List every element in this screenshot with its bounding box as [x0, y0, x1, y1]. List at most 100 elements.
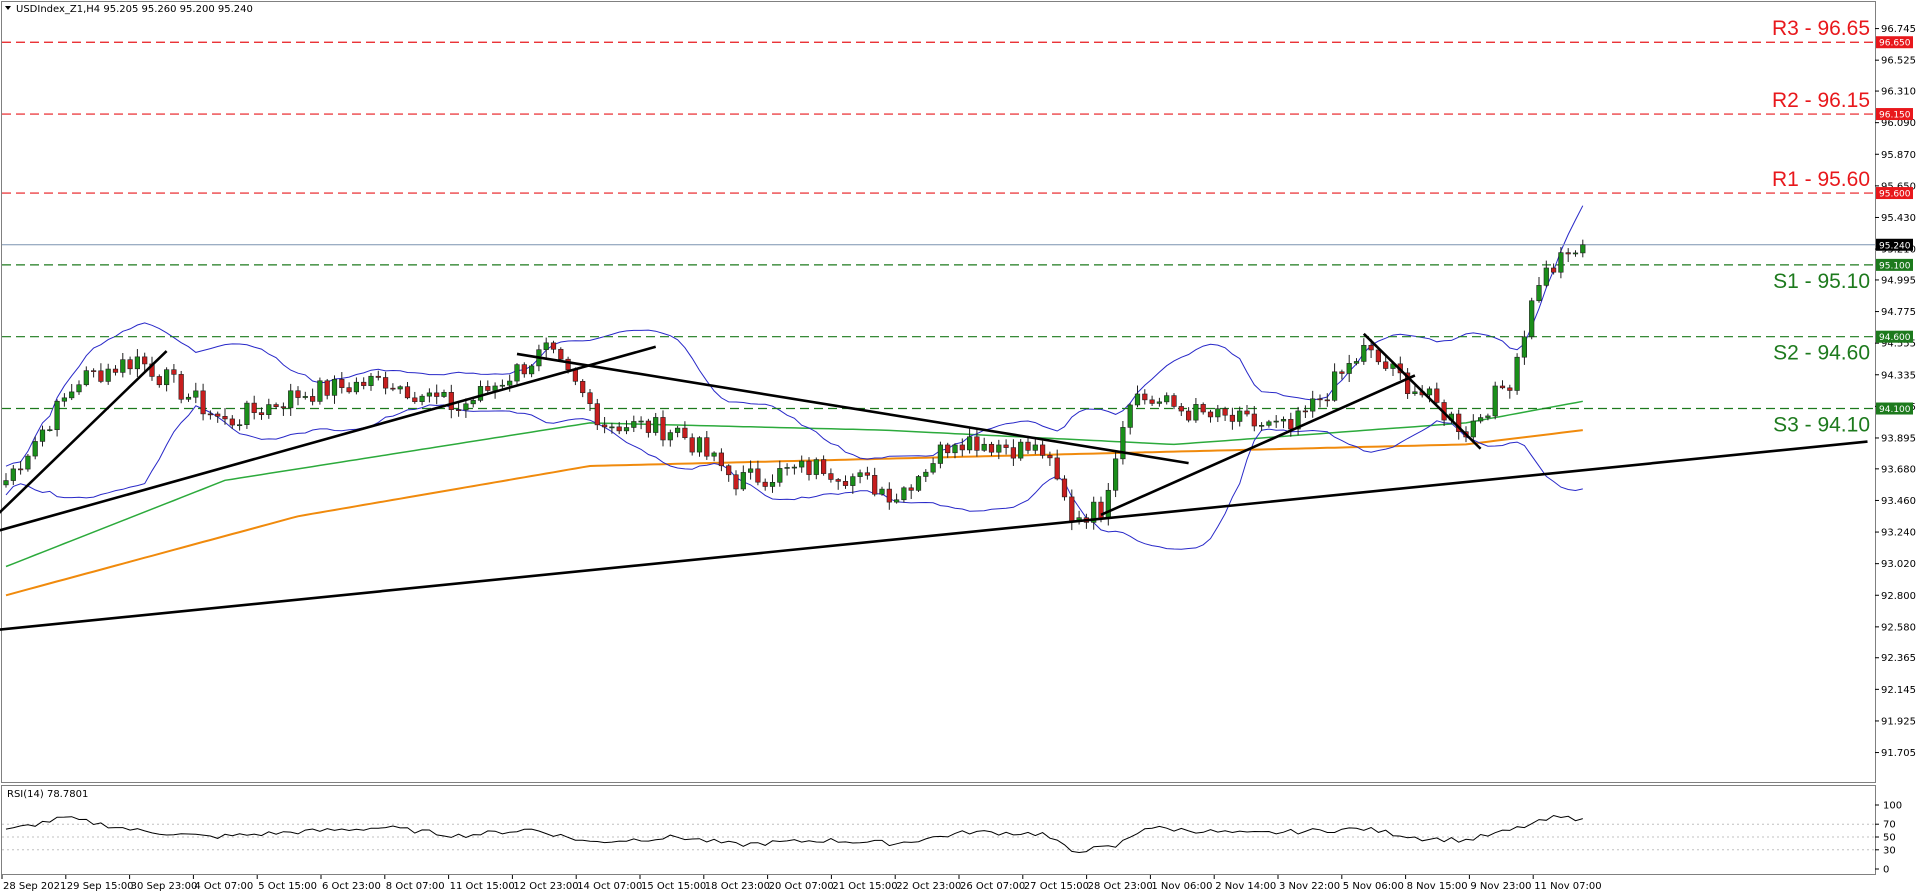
- candle-body: [638, 420, 644, 423]
- candle-body: [550, 342, 557, 350]
- candle-body: [1149, 399, 1155, 404]
- candle: [251, 395, 257, 420]
- candle: [616, 422, 622, 435]
- candle: [1134, 385, 1141, 408]
- trendline: [1362, 332, 1482, 450]
- candle: [1310, 390, 1316, 418]
- candle: [1003, 439, 1009, 455]
- candle: [667, 429, 673, 447]
- candle: [1040, 440, 1046, 459]
- candle: [419, 394, 425, 406]
- price-tick-label: 95.430: [1881, 213, 1916, 224]
- candle: [1171, 393, 1177, 410]
- candle: [105, 363, 111, 385]
- price-box-label: 95.100: [1879, 261, 1911, 271]
- candle-body: [908, 487, 914, 491]
- time-tick-label: 12 Oct 23:00: [513, 881, 578, 892]
- candle: [747, 460, 754, 480]
- candle-body: [631, 421, 637, 428]
- price-box: [1876, 36, 1913, 49]
- candle-body: [258, 412, 265, 415]
- candle: [1025, 435, 1031, 454]
- candle: [1324, 393, 1330, 407]
- bollinger-lower-band: [5, 404, 1583, 550]
- candle: [893, 493, 900, 504]
- candle-body: [769, 481, 776, 487]
- candle-body: [1470, 420, 1476, 438]
- candle: [455, 402, 462, 417]
- candles: [3, 239, 1586, 531]
- candle: [164, 367, 170, 392]
- candle-body: [813, 459, 819, 475]
- candle-body: [1178, 406, 1184, 412]
- candle-body: [1156, 401, 1162, 404]
- candle: [645, 418, 651, 438]
- candle: [813, 457, 819, 480]
- candle-body: [1317, 398, 1323, 401]
- price-tick-label: 95.870: [1881, 150, 1916, 161]
- candle: [1149, 395, 1155, 406]
- collapse-triangle-icon[interactable]: [5, 6, 11, 10]
- rsi-tick-label: 0: [1883, 865, 1889, 876]
- candle-body: [105, 368, 111, 382]
- candle: [1178, 403, 1184, 416]
- price-box-label: 95.240: [1879, 241, 1911, 251]
- candle-body: [1507, 387, 1513, 391]
- candle-body: [653, 417, 659, 433]
- candle-body: [915, 476, 922, 491]
- candle-body: [485, 386, 491, 391]
- candle-body: [864, 472, 870, 476]
- candle: [777, 460, 783, 487]
- candle: [689, 433, 695, 456]
- candle-body: [127, 359, 133, 370]
- candle-body: [331, 379, 338, 396]
- candle: [1120, 421, 1126, 465]
- candle: [83, 366, 89, 387]
- time-tick-label: 30 Sep 23:00: [131, 881, 198, 892]
- candle: [696, 436, 703, 457]
- candle-body: [112, 368, 119, 373]
- candle: [339, 372, 345, 394]
- candle-body: [3, 480, 9, 486]
- candle: [806, 457, 812, 481]
- candle-body: [1375, 349, 1381, 363]
- candle-body: [777, 468, 783, 483]
- candle: [193, 382, 199, 404]
- candle: [981, 437, 987, 452]
- candle-body: [820, 459, 827, 474]
- candle: [711, 451, 717, 462]
- price-box-label: 96.150: [1879, 111, 1911, 121]
- candle: [609, 422, 615, 434]
- candle-body: [616, 426, 622, 432]
- candle-body: [1142, 393, 1148, 401]
- candle: [134, 349, 141, 378]
- candle-body: [718, 452, 724, 467]
- candle-body: [543, 342, 549, 351]
- price-tick-label: 93.680: [1881, 464, 1916, 475]
- candle: [1470, 414, 1476, 441]
- price-tick-label: 94.775: [1881, 307, 1916, 318]
- candle-body: [1273, 420, 1279, 423]
- candle-body: [346, 387, 352, 393]
- candle: [769, 474, 776, 493]
- candle-body: [1558, 252, 1564, 273]
- candle-body: [280, 406, 287, 409]
- candle-body: [1259, 425, 1265, 427]
- rsi-tick-label: 50: [1883, 833, 1896, 844]
- candle: [959, 438, 965, 457]
- price-axis: 96.745 96.525 96.310 96.090 95.870 95.650 95.4…: [1875, 24, 1916, 759]
- candle: [1346, 354, 1352, 383]
- time-tick-label: 5 Oct 15:00: [258, 881, 317, 892]
- candle: [908, 484, 914, 499]
- candle-body: [98, 370, 104, 382]
- candle: [10, 464, 16, 485]
- candle-body: [1478, 417, 1484, 422]
- candle: [1273, 415, 1279, 428]
- candle: [587, 389, 593, 411]
- candle-body: [1412, 391, 1418, 394]
- candle-body: [390, 387, 396, 390]
- rsi-tick-label: 70: [1883, 820, 1896, 831]
- candle: [1332, 363, 1338, 402]
- candle-body: [1200, 404, 1206, 413]
- candle: [98, 363, 104, 384]
